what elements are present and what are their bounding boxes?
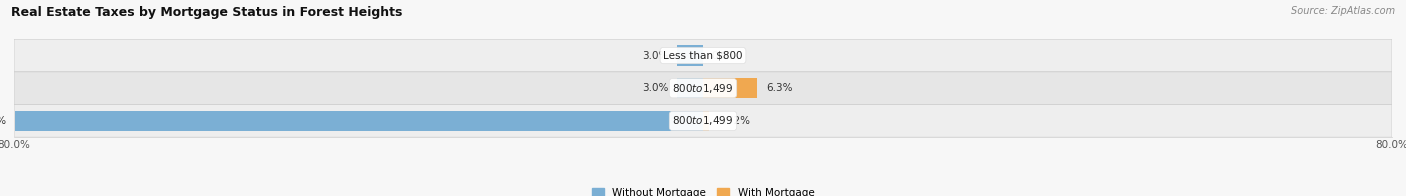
Bar xyxy=(15,111,703,131)
FancyBboxPatch shape xyxy=(14,104,1392,137)
Text: Source: ZipAtlas.com: Source: ZipAtlas.com xyxy=(1291,6,1395,16)
Text: 79.9%: 79.9% xyxy=(0,116,6,126)
FancyBboxPatch shape xyxy=(14,39,1392,72)
Text: $800 to $1,499: $800 to $1,499 xyxy=(672,114,734,127)
Text: 3.0%: 3.0% xyxy=(643,51,669,61)
Bar xyxy=(678,45,703,66)
FancyBboxPatch shape xyxy=(14,72,1392,104)
Text: Real Estate Taxes by Mortgage Status in Forest Heights: Real Estate Taxes by Mortgage Status in … xyxy=(11,6,402,19)
Bar xyxy=(678,78,703,98)
Legend: Without Mortgage, With Mortgage: Without Mortgage, With Mortgage xyxy=(588,184,818,196)
Bar xyxy=(703,111,709,131)
Text: 0.0%: 0.0% xyxy=(711,51,738,61)
Text: $800 to $1,499: $800 to $1,499 xyxy=(672,82,734,95)
Text: 3.0%: 3.0% xyxy=(643,83,669,93)
Bar xyxy=(703,78,758,98)
Text: 0.72%: 0.72% xyxy=(718,116,751,126)
Text: 6.3%: 6.3% xyxy=(766,83,793,93)
Text: Less than $800: Less than $800 xyxy=(664,51,742,61)
